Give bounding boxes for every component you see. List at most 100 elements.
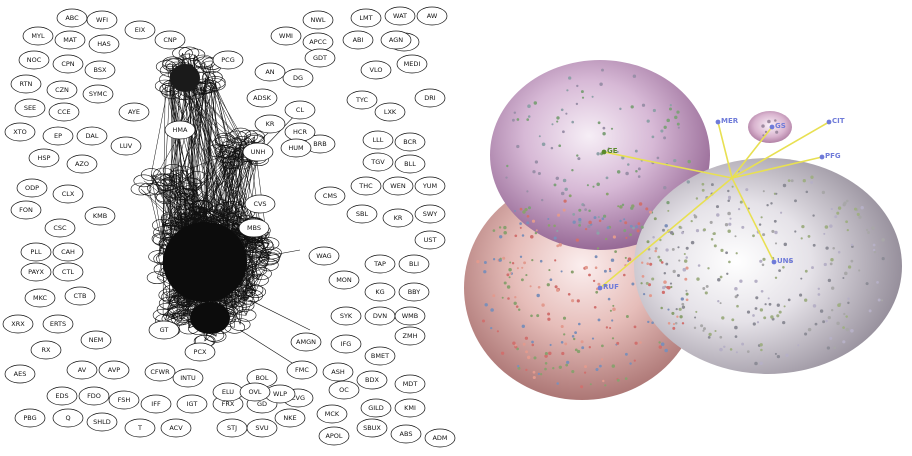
point	[829, 336, 833, 340]
point	[872, 243, 876, 247]
point	[537, 372, 541, 376]
graph-node-label: LUV	[120, 142, 133, 150]
point	[680, 297, 684, 301]
point	[602, 379, 605, 383]
point	[623, 218, 626, 221]
point	[764, 130, 768, 134]
point	[503, 231, 507, 235]
graph-edge	[236, 136, 261, 231]
graph-node	[181, 184, 203, 198]
point	[556, 116, 560, 120]
point	[565, 363, 569, 367]
graph-node-label: CNP	[163, 36, 176, 44]
point	[481, 319, 486, 323]
graph-node-clx: CLX	[52, 184, 84, 204]
graph-node-label: ASH	[331, 368, 345, 376]
graph-node-cnp: CNP	[154, 30, 186, 50]
point	[847, 297, 850, 301]
graph-node-yum: YUM	[414, 176, 446, 196]
point	[560, 191, 565, 196]
point	[525, 274, 528, 277]
point	[602, 131, 606, 136]
graph-edge	[150, 79, 170, 175]
point	[845, 220, 848, 224]
graph-node-label: BOL	[255, 374, 268, 382]
point	[804, 332, 808, 336]
point	[734, 325, 738, 330]
graph-node-aye: AYE	[118, 102, 150, 122]
point	[580, 340, 584, 344]
point	[663, 272, 667, 275]
graph-node-label: PAYX	[28, 268, 44, 276]
graph-node-label: AVP	[108, 366, 120, 374]
point	[531, 343, 535, 347]
graph-node-ust: UST	[414, 230, 446, 250]
hub-edge-pfg	[731, 156, 823, 179]
point	[868, 309, 872, 313]
point	[805, 190, 809, 194]
point	[823, 262, 827, 267]
point	[746, 350, 750, 353]
graph-node	[186, 171, 208, 184]
graph-node	[168, 169, 190, 183]
point	[667, 286, 671, 290]
point	[695, 229, 700, 233]
point	[547, 217, 550, 221]
point	[631, 282, 635, 286]
point	[865, 282, 869, 286]
graph-node-label: IFF	[151, 400, 161, 408]
point	[685, 289, 688, 292]
graph-node-cce: CCE	[48, 102, 80, 122]
graph-node-label: ZMH	[403, 332, 418, 340]
graph-node-gt: GT	[148, 320, 180, 340]
graph-node	[153, 167, 174, 181]
point	[556, 288, 560, 292]
graph-node-pcg: PCG	[212, 50, 244, 70]
point	[534, 231, 538, 235]
point	[710, 183, 714, 187]
point	[761, 124, 765, 128]
point	[621, 203, 625, 207]
point	[589, 383, 592, 386]
point	[544, 367, 547, 371]
graph-node-label: YUM	[422, 182, 437, 190]
point	[501, 296, 504, 299]
point	[850, 243, 854, 247]
graph-node	[251, 267, 272, 280]
point	[635, 225, 638, 229]
point	[782, 183, 787, 188]
graph-node	[133, 174, 155, 188]
point	[707, 267, 710, 270]
graph-node-eds: EDS	[46, 386, 78, 406]
graph-node	[248, 236, 270, 250]
point	[525, 350, 529, 354]
point	[532, 370, 536, 374]
point	[597, 121, 601, 125]
point	[619, 205, 623, 209]
graph-node-thc: THC	[350, 176, 382, 196]
point	[526, 214, 530, 218]
graph-node	[214, 145, 236, 158]
point	[834, 215, 838, 219]
point	[616, 378, 620, 382]
point	[774, 230, 778, 235]
point	[646, 240, 650, 244]
point	[802, 179, 806, 183]
point	[553, 183, 557, 187]
graph-node-fsh: FSH	[108, 390, 140, 410]
point	[676, 110, 680, 114]
point	[704, 291, 708, 295]
point	[736, 294, 739, 297]
point	[517, 308, 521, 311]
point	[725, 251, 728, 255]
point	[516, 118, 520, 121]
graph-node-swy: SWY	[414, 204, 446, 224]
point	[719, 347, 723, 352]
point	[678, 307, 682, 311]
point	[677, 126, 680, 129]
point	[760, 289, 764, 293]
graph-edge	[196, 77, 259, 281]
graph-node-label: AV	[78, 366, 87, 374]
graph-edge	[163, 173, 186, 200]
point	[844, 271, 848, 276]
